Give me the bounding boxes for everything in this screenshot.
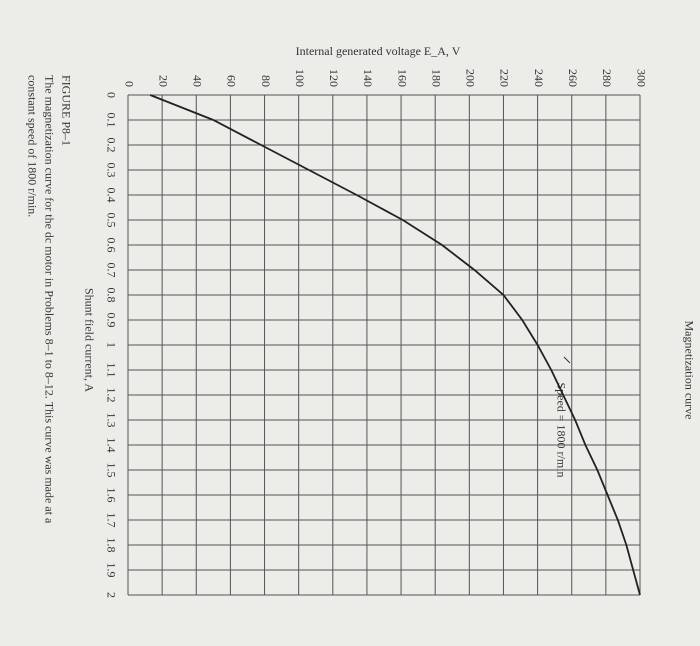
x-tick-label: 0.5 xyxy=(104,213,118,228)
y-tick-label: 60 xyxy=(225,75,239,87)
caption-line: The magnetization curve for the dc motor… xyxy=(42,75,56,524)
y-tick-label: 300 xyxy=(634,69,648,87)
y-tick-label: 240 xyxy=(532,69,546,87)
x-tick-label: 1.7 xyxy=(104,513,118,528)
x-tick-label: 0.3 xyxy=(104,163,118,178)
y-tick-label: 20 xyxy=(156,75,170,87)
x-tick-label: 1.2 xyxy=(104,388,118,403)
x-tick-label: 0.7 xyxy=(104,263,118,278)
caption-line: constant speed of 1800 r/min. xyxy=(25,75,39,217)
y-tick-label: 100 xyxy=(293,69,307,87)
y-tick-label: 40 xyxy=(191,75,205,87)
y-tick-label: 220 xyxy=(498,69,512,87)
x-axis-title: Shunt field current, A xyxy=(82,288,96,392)
x-tick-label: 1.6 xyxy=(104,488,118,503)
curve xyxy=(149,94,641,596)
x-tick-label: 0.4 xyxy=(104,188,118,203)
x-tick-label: 1.8 xyxy=(104,538,118,553)
y-axis-title: Internal generated voltage E_A, V xyxy=(296,44,461,58)
x-tick-label: 0.6 xyxy=(104,238,118,253)
x-tick-label: 1.3 xyxy=(104,413,118,428)
x-tick-label: 0.2 xyxy=(104,138,118,153)
x-tick-label: 1.5 xyxy=(104,463,118,478)
plot: Magnetization curve Internal generated v… xyxy=(25,44,696,598)
x-tick-label: 0.1 xyxy=(104,113,118,128)
x-tick-label: 1 xyxy=(104,342,118,348)
x-tick-label: 0.8 xyxy=(104,288,118,303)
caption-title: FIGURE P8–1 xyxy=(59,75,73,146)
y-tick-label: 180 xyxy=(429,69,443,87)
x-tick-label: 1.9 xyxy=(104,563,118,578)
x-tick-label: 2 xyxy=(104,592,118,598)
annotation: Speed = 1800 r/min xyxy=(554,382,568,477)
annotation-arrow xyxy=(563,356,571,364)
y-tick-label: 200 xyxy=(464,69,478,87)
y-tick-label: 120 xyxy=(327,69,341,87)
x-tick-label: 1.1 xyxy=(104,363,118,378)
y-tick-label: 280 xyxy=(600,69,614,87)
y-tick-label: 160 xyxy=(395,69,409,87)
x-tick-label: 0 xyxy=(104,92,118,98)
x-tick-label: 1.4 xyxy=(104,438,118,453)
x-tick-label: 0.9 xyxy=(104,313,118,328)
y-tick-label: 80 xyxy=(259,75,273,87)
y-tick-label: 0 xyxy=(122,81,136,87)
chart-title: Magnetization curve xyxy=(682,321,696,420)
y-tick-label: 260 xyxy=(566,69,580,87)
y-tick-label: 140 xyxy=(361,69,375,87)
